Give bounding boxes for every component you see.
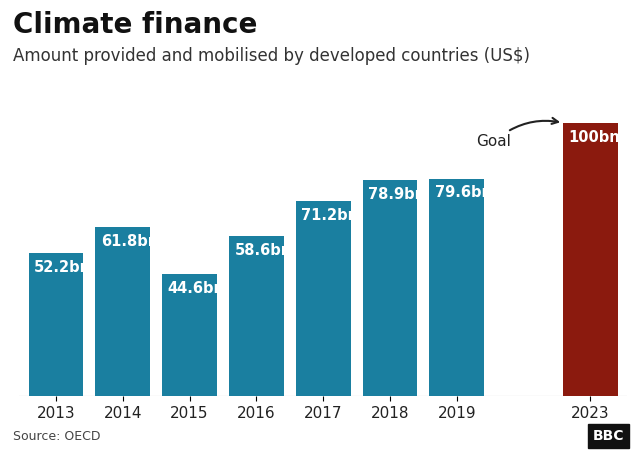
Text: 52.2bn: 52.2bn (34, 260, 91, 275)
Bar (162, 274, 217, 396)
Text: 71.2bn: 71.2bn (301, 208, 358, 223)
Text: 44.6bn: 44.6bn (168, 281, 225, 296)
Text: 100bn: 100bn (568, 130, 620, 144)
Text: 58.6bn: 58.6bn (234, 243, 292, 258)
Bar (563, 123, 618, 396)
Text: 78.9bn: 78.9bn (368, 187, 425, 202)
Bar (229, 236, 284, 396)
Bar (296, 202, 351, 396)
Text: Climate finance: Climate finance (13, 11, 257, 39)
Bar (429, 179, 484, 396)
Text: BBC: BBC (593, 429, 624, 443)
Bar (363, 180, 417, 396)
Text: Source: OECD: Source: OECD (13, 430, 100, 443)
Text: 61.8bn: 61.8bn (100, 234, 158, 249)
Text: Amount provided and mobilised by developed countries (US$): Amount provided and mobilised by develop… (13, 47, 530, 65)
Text: 79.6bn: 79.6bn (435, 185, 492, 200)
Bar (95, 227, 150, 396)
Text: Goal: Goal (476, 118, 558, 149)
Bar (29, 253, 83, 396)
